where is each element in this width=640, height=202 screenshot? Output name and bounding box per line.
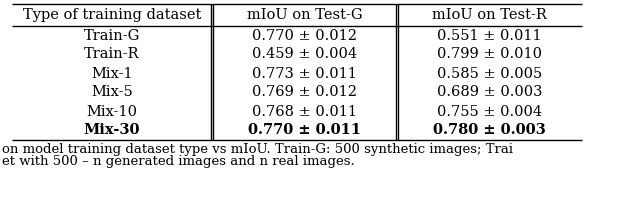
Text: Mix-10: Mix-10: [86, 104, 138, 119]
Text: 0.770 ± 0.012: 0.770 ± 0.012: [252, 28, 357, 42]
Text: 0.770 ± 0.011: 0.770 ± 0.011: [248, 123, 361, 138]
Text: et with 500 – n generated images and n real images.: et with 500 – n generated images and n r…: [2, 156, 355, 168]
Text: 0.799 ± 0.010: 0.799 ± 0.010: [437, 47, 542, 61]
Text: 0.689 ± 0.003: 0.689 ± 0.003: [436, 85, 542, 100]
Text: Mix-30: Mix-30: [84, 123, 140, 138]
Text: Train-R: Train-R: [84, 47, 140, 61]
Text: 0.773 ± 0.011: 0.773 ± 0.011: [252, 66, 357, 81]
Text: Type of training dataset: Type of training dataset: [23, 8, 201, 22]
Text: 0.768 ± 0.011: 0.768 ± 0.011: [252, 104, 357, 119]
Text: mIoU on Test-R: mIoU on Test-R: [432, 8, 547, 22]
Text: mIoU on Test-G: mIoU on Test-G: [246, 8, 362, 22]
Text: Train-G: Train-G: [84, 28, 140, 42]
Text: 0.769 ± 0.012: 0.769 ± 0.012: [252, 85, 357, 100]
Text: 0.585 ± 0.005: 0.585 ± 0.005: [437, 66, 542, 81]
Text: on model training dataset type vs mIoU. Train-G: 500 synthetic images; Trai: on model training dataset type vs mIoU. …: [2, 143, 513, 157]
Text: Mix-1: Mix-1: [91, 66, 133, 81]
Text: 0.755 ± 0.004: 0.755 ± 0.004: [437, 104, 542, 119]
Text: 0.459 ± 0.004: 0.459 ± 0.004: [252, 47, 357, 61]
Text: 0.551 ± 0.011: 0.551 ± 0.011: [437, 28, 542, 42]
Text: 0.780 ± 0.003: 0.780 ± 0.003: [433, 123, 546, 138]
Text: Mix-5: Mix-5: [91, 85, 133, 100]
